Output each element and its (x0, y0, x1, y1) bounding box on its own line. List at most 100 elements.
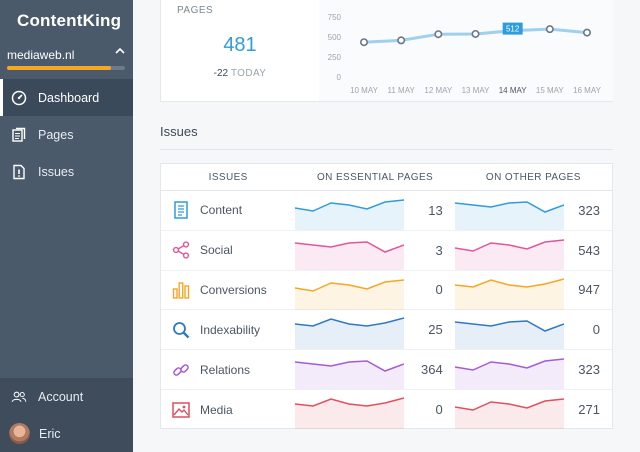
other-pages-cell[interactable]: 0 (454, 310, 612, 350)
user-menu[interactable]: Eric (0, 415, 133, 452)
issues-icon (10, 163, 28, 181)
other-count: 323 (578, 202, 600, 218)
essential-count: 25 (428, 322, 443, 338)
pages-chart: 750 500 250 0 10 MAY 11 MAY 12 MAY 13 MAY 14 MAY… (319, 0, 613, 101)
other-count: 947 (578, 282, 600, 298)
image-icon (171, 400, 191, 420)
users-icon (9, 388, 29, 406)
sidebar-item-dashboard[interactable]: Dashboard (0, 79, 133, 116)
issue-category-social[interactable]: Social (161, 231, 295, 270)
bar-chart-icon (171, 280, 191, 300)
other-sparkline (454, 358, 564, 390)
site-switcher[interactable]: mediaweb.nl (7, 46, 125, 72)
app-logo: ContentKing (17, 11, 122, 30)
essential-sparkline (295, 278, 405, 310)
sidebar-footer: Account Eric (0, 378, 133, 452)
essential-pages-cell[interactable]: 3 (295, 231, 454, 270)
issue-category-content[interactable]: Content (161, 191, 295, 230)
issue-category-media[interactable]: Media (161, 390, 295, 430)
table-row[interactable]: Relations 364 323 (161, 350, 612, 390)
table-row[interactable]: Media 0 271 (161, 390, 612, 430)
sidebar-item-issues[interactable]: Issues (0, 153, 133, 190)
y-tick-label: 250 (328, 53, 342, 62)
column-header-issues: ISSUES (208, 171, 248, 183)
x-tick-label: 11 MAY (388, 86, 416, 95)
gauge-icon (10, 89, 28, 107)
data-point[interactable] (359, 38, 368, 47)
issues-table: ISSUES ON ESSENTIAL PAGES ON OTHER PAGES… (160, 163, 613, 430)
chevron-up-icon (115, 47, 125, 58)
other-sparkline (454, 201, 564, 230)
table-row[interactable]: Content 13 323 (161, 191, 612, 231)
document-icon (171, 200, 191, 220)
issue-category-label: Media (200, 402, 233, 417)
column-header-essential: ON ESSENTIAL PAGES (316, 171, 434, 183)
sidebar: ContentKing mediaweb.nl Dashboard Pages (0, 0, 133, 452)
column-header-other: ON OTHER PAGES (485, 171, 581, 183)
data-point[interactable] (397, 36, 406, 45)
essential-count: 13 (428, 202, 443, 218)
sidebar-item-pages[interactable]: Pages (0, 116, 133, 153)
pages-label: PAGES (177, 5, 214, 16)
sidebar-nav: Dashboard Pages Issues (0, 79, 133, 190)
issues-heading: Issues (160, 124, 198, 139)
data-point[interactable] (545, 25, 554, 34)
x-tick-label: 15 MAY (536, 86, 565, 95)
main-content: PAGES 481 -22 TODAY 750 500 250 0 10 MAY 11 M… (133, 0, 640, 452)
other-sparkline (454, 238, 564, 270)
essential-pages-cell[interactable]: 0 (295, 271, 454, 310)
other-count: 271 (578, 402, 600, 418)
issue-category-label: Indexability (200, 322, 261, 337)
essential-count: 0 (435, 282, 443, 298)
issue-category-indexability[interactable]: Indexability (161, 310, 295, 349)
site-name: mediaweb.nl (7, 48, 75, 62)
issue-category-label: Relations (200, 362, 251, 377)
pages-stat[interactable]: PAGES 481 -22 TODAY (161, 0, 319, 101)
data-point[interactable] (434, 30, 443, 39)
issue-category-label: Conversions (200, 282, 267, 297)
essential-pages-cell[interactable]: 13 (295, 191, 454, 230)
other-count: 543 (578, 242, 600, 258)
table-row[interactable]: Conversions 0 947 (161, 271, 612, 311)
pages-line-chart: 750 500 250 0 10 MAY 11 MAY 12 MAY 13 MAY 14 MAY… (328, 13, 602, 95)
other-sparkline (454, 277, 564, 310)
essential-pages-cell[interactable]: 25 (295, 310, 454, 350)
essential-sparkline (295, 240, 405, 270)
other-pages-cell[interactable]: 543 (454, 231, 612, 270)
account-label: Account (38, 389, 84, 404)
pages-icon (10, 126, 28, 144)
other-pages-cell[interactable]: 947 (454, 271, 612, 310)
pages-count: 481 (223, 34, 257, 56)
essential-pages-cell[interactable]: 364 (295, 350, 454, 390)
y-tick-label: 0 (337, 73, 342, 82)
table-row[interactable]: Indexability 25 0 (161, 310, 612, 351)
x-tick-label: 13 MAY (462, 86, 491, 95)
issue-category-label: Content (200, 203, 243, 218)
x-tick-label: 16 MAY (573, 86, 602, 95)
essential-sparkline (295, 317, 405, 350)
avatar (9, 423, 30, 444)
data-point[interactable] (471, 29, 480, 38)
link-icon (171, 360, 191, 380)
sidebar-item-label: Issues (38, 164, 75, 179)
other-count: 0 (592, 322, 600, 338)
other-pages-cell[interactable]: 271 (454, 390, 612, 430)
divider (160, 149, 613, 150)
data-point[interactable] (582, 28, 591, 37)
other-sparkline (454, 398, 564, 430)
other-count: 323 (578, 362, 600, 378)
essential-pages-cell[interactable]: 0 (295, 390, 454, 430)
other-pages-cell[interactable]: 323 (454, 191, 612, 230)
essential-sparkline (295, 397, 405, 430)
sidebar-item-account[interactable]: Account (0, 378, 133, 415)
share-icon (171, 240, 191, 260)
issue-category-conversions[interactable]: Conversions (161, 271, 295, 310)
essential-sparkline (295, 199, 405, 230)
other-pages-cell[interactable]: 323 (454, 350, 612, 390)
user-name: Eric (39, 426, 61, 441)
pages-delta: -22 TODAY (161, 68, 319, 79)
issue-category-relations[interactable]: Relations (161, 350, 295, 389)
value-tooltip (502, 22, 523, 35)
y-tick-label: 500 (328, 33, 342, 42)
table-row[interactable]: Social 3 543 (161, 231, 612, 271)
